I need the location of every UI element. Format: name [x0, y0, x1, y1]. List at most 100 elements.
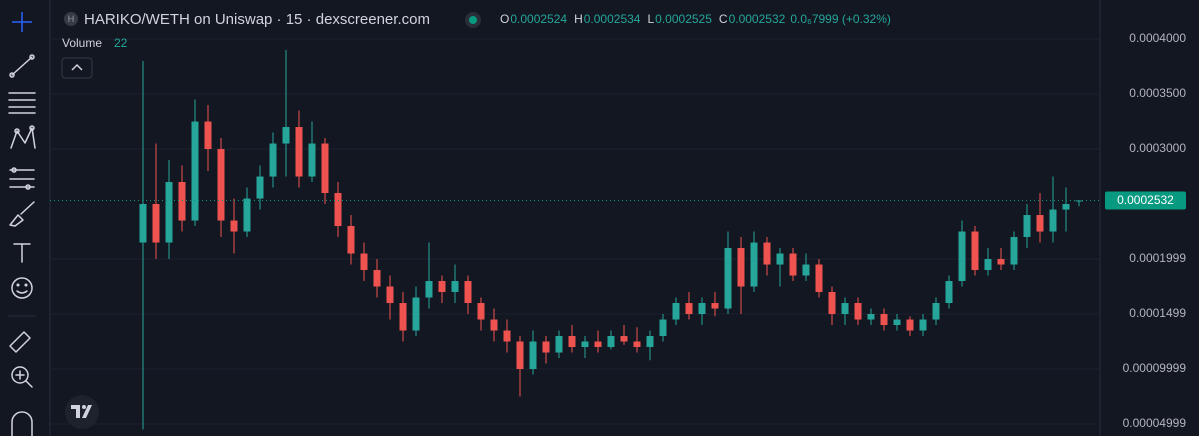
ruler-tool[interactable] [9, 331, 31, 353]
candle-body [399, 303, 407, 331]
candle-body [724, 248, 732, 309]
candle-body [503, 330, 511, 342]
candle-body [464, 281, 472, 304]
volume-value: 22 [114, 36, 128, 50]
candle-body [1036, 215, 1044, 232]
candle-body [607, 336, 615, 348]
candle-body [646, 336, 654, 348]
candle-body [217, 149, 225, 221]
candle-body [685, 303, 693, 315]
ohlc-value: 0.0002534 [584, 12, 641, 26]
collapse-icon [71, 63, 83, 71]
candle-body [1023, 215, 1031, 238]
ohlc-label: O [500, 12, 509, 26]
candle-body [971, 231, 979, 271]
ohlc-label: H [574, 12, 583, 26]
candle-body [204, 121, 212, 150]
y-tick-label: 0.0003000 [1129, 141, 1186, 155]
candle-body [230, 220, 238, 232]
candle-body [412, 297, 420, 331]
candle-body [542, 341, 550, 353]
y-tick-label: 0.00009999 [1123, 361, 1187, 375]
candle-body [659, 319, 667, 337]
last-price-label: 0.0002532 [1117, 193, 1174, 207]
candle-body [828, 292, 836, 315]
ohlc-label: C [719, 12, 728, 26]
status-dot [469, 16, 477, 24]
candle-body [919, 319, 927, 331]
candle-body [438, 281, 446, 293]
candle-body [802, 264, 810, 276]
chart-title[interactable]: HARIKO/WETH on Uniswap · 15 · dexscreene… [84, 11, 430, 28]
prediction-tool[interactable] [9, 167, 35, 190]
price-change: 0.0₆7999 (+0.32%) [790, 12, 891, 26]
candle-body [750, 242, 758, 287]
candle-body [152, 204, 160, 243]
emoji-tool[interactable] [11, 277, 33, 299]
candle-body [490, 319, 498, 331]
candle-body [425, 281, 433, 298]
last-price-box [1105, 191, 1186, 210]
candle-body [711, 303, 719, 309]
candle-body [958, 231, 966, 282]
y-tick-label: 0.0001999 [1129, 251, 1186, 265]
toolbar [8, 12, 36, 436]
candle-body [191, 121, 199, 221]
candle-body [282, 127, 290, 144]
candle-body [321, 143, 329, 194]
candle-body [854, 303, 862, 320]
candle-body [815, 264, 823, 293]
candle-body [906, 319, 914, 331]
candle-body [841, 303, 849, 315]
candle-body [178, 182, 186, 221]
collapse-button[interactable] [61, 57, 93, 79]
ohlc-legend: O 0.0002524 H 0.0002534 L 0.0002525 C 0.0002532… [500, 12, 891, 26]
candle-body [581, 341, 589, 348]
candle-body [1010, 237, 1018, 265]
volume-label: Volume [62, 36, 102, 50]
ohlc-label: L [647, 12, 654, 26]
symbol-icon-letter: H [68, 14, 75, 24]
candle-body [334, 193, 342, 227]
candle-body [789, 253, 797, 276]
fib-tool[interactable] [8, 92, 36, 114]
candles [50, 50, 1100, 430]
candle-body [373, 270, 381, 287]
candle-body [386, 286, 394, 304]
y-tick-label: 0.0004000 [1129, 31, 1186, 45]
candle-body [594, 341, 602, 348]
grid [50, 38, 1100, 425]
trend-line-tool[interactable] [9, 54, 35, 78]
pattern-tool[interactable] [10, 125, 36, 149]
candle-body [997, 259, 1005, 265]
ohlc-value: 0.0002525 [655, 12, 712, 26]
candle-body [880, 314, 888, 326]
candle-body [568, 336, 576, 348]
zoom-tool[interactable] [11, 366, 33, 388]
magnet-tool[interactable] [11, 411, 33, 436]
candle-body [945, 281, 953, 304]
candle-body [984, 259, 992, 271]
candle-body [1062, 204, 1070, 210]
candle-body [516, 341, 524, 370]
candle-body [529, 341, 537, 370]
candle-body [633, 341, 641, 348]
candle-body [555, 336, 563, 353]
candle-body [477, 303, 485, 320]
y-tick-label: 0.00004999 [1123, 416, 1187, 430]
brush-tool[interactable] [9, 201, 35, 227]
candle-body [360, 253, 368, 271]
symbol-icon [64, 12, 78, 26]
tradingview-logo[interactable] [65, 395, 99, 429]
candle-body [737, 248, 745, 287]
text-tool[interactable] [13, 243, 31, 263]
crosshair-tool[interactable] [12, 12, 32, 32]
candle-body [295, 127, 303, 177]
y-tick-label: 0.0003500 [1129, 86, 1186, 100]
candle-body [256, 176, 264, 199]
candle-body [932, 303, 940, 320]
candle-body [620, 336, 628, 342]
candle-body [165, 182, 173, 243]
